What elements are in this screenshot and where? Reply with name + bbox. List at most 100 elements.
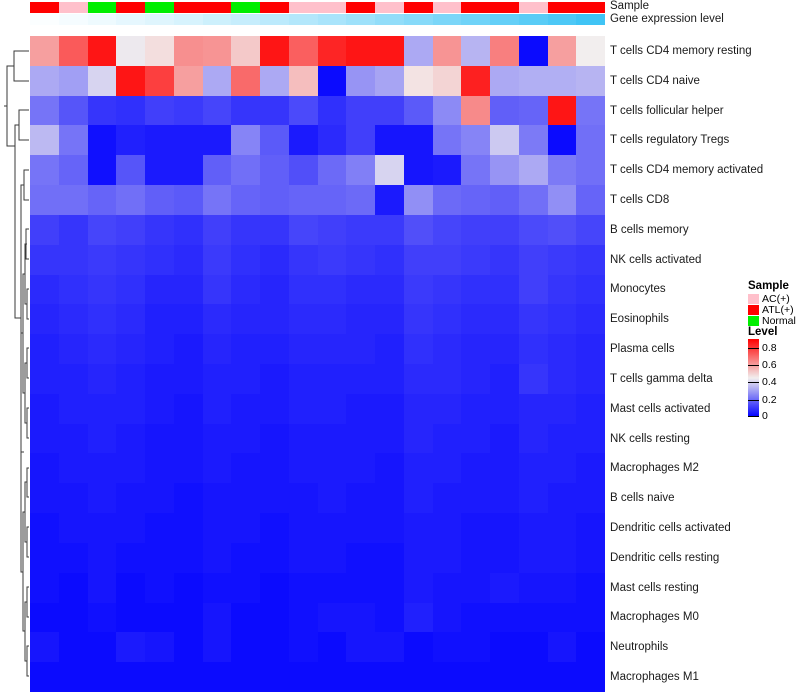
heatmap-cell [346,65,375,96]
heatmap-cell [576,65,605,96]
heatmap-cell [58,602,88,633]
heatmap-cell [403,304,433,335]
heatmap-cell [375,274,404,305]
gene-expression-annotation-cell [260,14,289,25]
heatmap-cell [260,542,289,573]
heatmap-cell [375,244,404,275]
heatmap-cell [116,304,145,335]
heatmap-cell [547,513,577,543]
heatmap-cell [490,155,519,186]
sample-legend-item: Normal [748,315,800,326]
heatmap-cell [58,125,88,156]
heatmap-cell [317,155,347,186]
colorbar-tick-label: 0.6 [762,359,777,371]
heatmap-cell [288,214,318,245]
heatmap-cell [30,572,59,603]
heatmap-cell [30,214,59,245]
heatmap-cell [547,274,577,305]
heatmap-cell [288,423,318,454]
gene-expression-annotation-cell [346,14,375,25]
heatmap-cell [317,244,347,275]
gene-expression-annotation-cell [432,14,462,25]
heatmap-cell [145,155,174,186]
heatmap-cell [260,65,289,96]
heatmap-cell [145,36,174,66]
legend-swatch [748,304,759,315]
sample-annotation-cell [116,2,145,13]
heatmap-cell [260,125,289,156]
heatmap-cell [87,632,117,663]
heatmap-cell [58,244,88,275]
heatmap-cell [202,393,232,424]
heatmap-cell [490,274,519,305]
gene-expression-annotation-cell [317,14,347,25]
heatmap-cell [518,185,548,215]
heatmap-cell [231,334,260,364]
heatmap-cell [30,393,59,424]
heatmap-cell [403,572,433,603]
heatmap-cell [30,185,59,215]
heatmap-cell [231,214,260,245]
row-label: Macrophages M2 [610,462,699,475]
heatmap-cell [461,513,490,543]
row-label: Macrophages M0 [610,611,699,624]
heatmap-cell [202,36,232,66]
heatmap-cell [317,483,347,514]
heatmap-cell [576,483,605,514]
heatmap-cell [173,662,203,692]
heatmap-cell [173,423,203,454]
heatmap-cell [173,513,203,543]
heatmap-cell [346,572,375,603]
heatmap-cell [58,393,88,424]
colorbar-tick-label: 0.8 [762,341,777,354]
heatmap-grid [30,36,605,692]
heatmap-cell [547,36,577,66]
heatmap-cell [375,36,404,66]
heatmap-cell [317,274,347,305]
row-label: Monocytes [610,283,666,296]
heatmap-cell [202,125,232,156]
heatmap-cell [58,95,88,126]
heatmap-cell [145,125,174,156]
heatmap-cell [260,214,289,245]
heatmap-cell [173,364,203,394]
heatmap-cell [432,662,462,692]
heatmap-cell [576,36,605,66]
heatmap-cell [432,155,462,186]
heatmap-cell [116,125,145,156]
legend-swatch [748,293,759,304]
colorbar-tick-mark [748,399,759,401]
heatmap-cell [346,185,375,215]
gene-expression-annotation-cell [202,14,232,25]
level-colorbar-ticks: 0.8 0.6 0.4 0.2 0 [748,339,796,421]
heatmap-cell [547,453,577,484]
heatmap-cell [346,334,375,364]
heatmap-cell [547,125,577,156]
gene-expression-annotation-cell [116,14,145,25]
heatmap-cell [403,513,433,543]
heatmap-cell [461,155,490,186]
gene-expression-annotation-cell [518,14,548,25]
heatmap-cell [346,244,375,275]
heatmap-cell [58,483,88,514]
heatmap-cell [317,423,347,454]
sample-annotation-cell [490,2,519,13]
sample-annotation-cell [30,2,59,13]
heatmap-cell [518,36,548,66]
heatmap-cell [288,304,318,335]
heatmap-cell [116,572,145,603]
sample-legend-items: AC(+) ATL(+) Normal [748,293,800,326]
heatmap-cell [403,125,433,156]
heatmap-cell [403,393,433,424]
heatmap-cell [173,453,203,484]
heatmap-cell [432,304,462,335]
heatmap-cell [403,364,433,394]
gene-expression-annotation-cell [87,14,117,25]
heatmap-cell [375,632,404,663]
heatmap-cell [173,36,203,66]
heatmap-cell [317,214,347,245]
heatmap-cell [58,185,88,215]
heatmap-cell [260,453,289,484]
row-label-list: T cells CD4 memory resting T cells CD4 na… [610,36,790,692]
heatmap-cell [576,334,605,364]
